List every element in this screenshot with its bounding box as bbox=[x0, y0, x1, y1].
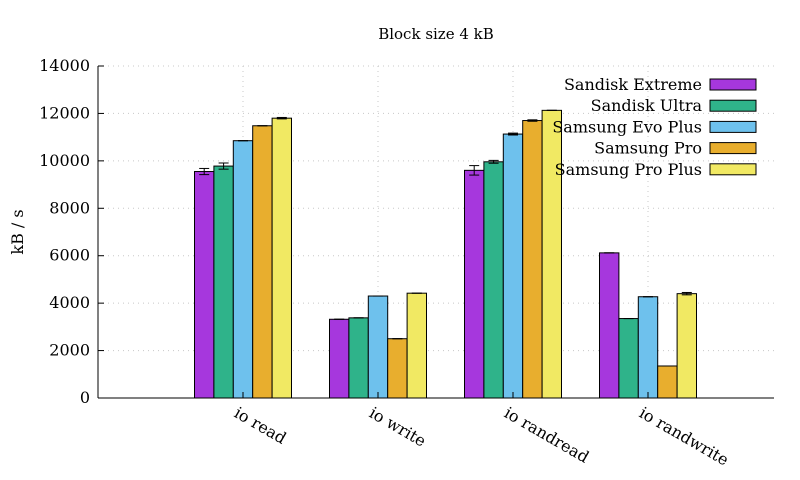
legend-swatch bbox=[709, 142, 757, 155]
chart-title: Block size 4 kB bbox=[378, 25, 494, 43]
bar bbox=[483, 161, 504, 399]
x-tick-label: io read bbox=[231, 403, 290, 448]
legend-label: Sandisk Extreme bbox=[564, 75, 702, 94]
bar bbox=[329, 318, 350, 399]
y-tick-label: 4000 bbox=[49, 293, 90, 312]
bar bbox=[387, 338, 408, 399]
bar bbox=[618, 318, 639, 399]
bar bbox=[502, 133, 524, 399]
bar bbox=[367, 295, 389, 399]
bar bbox=[213, 165, 234, 399]
bar bbox=[599, 252, 620, 399]
y-tick-label: 12000 bbox=[39, 103, 90, 122]
bar bbox=[464, 169, 485, 399]
bar bbox=[406, 292, 428, 399]
bar bbox=[637, 296, 659, 399]
bar bbox=[348, 317, 369, 399]
legend-swatch bbox=[709, 78, 757, 91]
bars bbox=[194, 109, 697, 399]
gridlines bbox=[98, 65, 774, 398]
y-axis-label: kB / s bbox=[8, 209, 27, 254]
y-tick-label: 8000 bbox=[49, 198, 90, 217]
bar bbox=[252, 125, 273, 399]
bar bbox=[232, 140, 254, 399]
legend: Sandisk Extreme Sandisk Ultra Samsung Evo … bbox=[552, 75, 757, 179]
bar bbox=[676, 293, 697, 399]
y-tick-label: 14000 bbox=[39, 56, 90, 75]
legend-swatch bbox=[709, 120, 757, 133]
bar bbox=[541, 109, 562, 399]
bar bbox=[271, 117, 293, 399]
legend-label: Sandisk Ultra bbox=[591, 96, 703, 115]
y-tick-label: 2000 bbox=[49, 341, 90, 360]
bar bbox=[657, 365, 678, 399]
legend-label: Samsung Evo Plus bbox=[552, 117, 702, 136]
y-tick-label: 6000 bbox=[49, 246, 90, 265]
y-tick-label: 0 bbox=[80, 388, 90, 407]
legend-label: Samsung Pro bbox=[594, 139, 702, 158]
legend-label: Samsung Pro Plus bbox=[555, 160, 702, 179]
x-tick-label: io randread bbox=[501, 403, 592, 467]
y-tick-label: 10000 bbox=[39, 151, 90, 170]
x-tick-label: io randwrite bbox=[636, 403, 732, 469]
legend-swatch bbox=[709, 99, 757, 112]
bar bbox=[522, 120, 543, 399]
bar bbox=[194, 171, 215, 399]
x-tick-label: io write bbox=[366, 403, 429, 451]
legend-swatch bbox=[709, 163, 757, 176]
